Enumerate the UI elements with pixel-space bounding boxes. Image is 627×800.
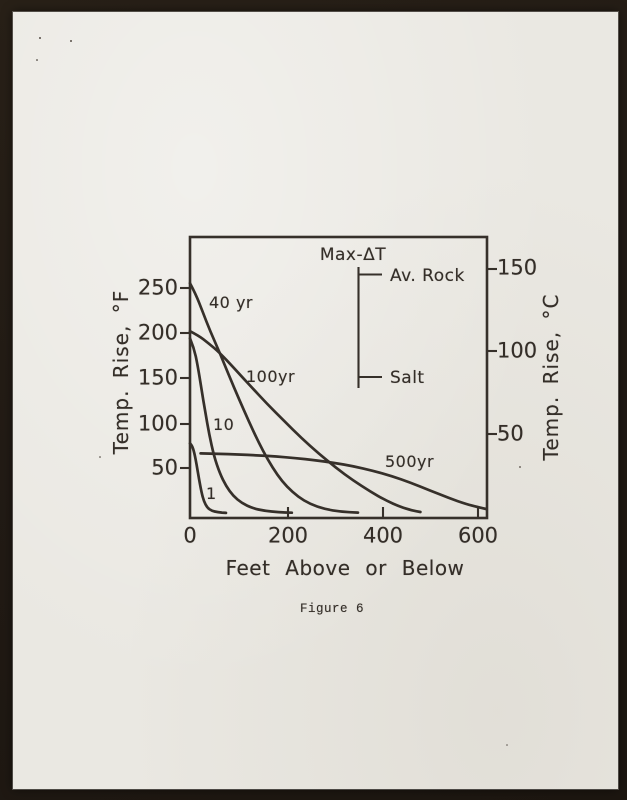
y-tick-right-100: 100 — [497, 338, 538, 363]
curve-label-500yr: 500yr — [385, 452, 435, 471]
y-tick-right-50: 50 — [497, 421, 524, 446]
legend-label-av-rock: Av. Rock — [390, 266, 465, 286]
paper-page — [13, 12, 618, 789]
x-axis-ticks — [286, 507, 480, 517]
y-tick-left-200: 200 — [137, 320, 178, 345]
dust-speck — [519, 466, 521, 468]
legend-title: Max-ΔT — [319, 245, 387, 265]
curves-layer — [188, 281, 488, 515]
y-axis-title-right: Temp. Rise, °C — [539, 293, 563, 461]
curve-label-100yr: 100yr — [246, 367, 296, 386]
plot-frame — [188, 235, 489, 520]
figure-caption: Figure 6 — [299, 602, 365, 616]
y-tick-left-250: 250 — [137, 275, 178, 300]
dust-speck — [39, 37, 41, 39]
curve-label-10: 10 — [213, 415, 235, 434]
dust-speck — [36, 59, 38, 61]
dust-speck — [506, 744, 508, 746]
y-axis-left-ticks — [180, 286, 189, 470]
legend-range-bar — [357, 267, 382, 388]
curve-100-yr — [188, 329, 422, 514]
legend-label-salt: Salt — [390, 368, 425, 388]
curve-1-yr — [188, 442, 228, 515]
dust-speck — [99, 456, 101, 458]
x-tick-0: 0 — [183, 523, 197, 548]
curve-10-yr — [188, 337, 294, 515]
curve-label-1: 1 — [206, 484, 217, 503]
y-tick-right-150: 150 — [497, 255, 538, 280]
x-tick-200: 200 — [267, 523, 309, 548]
curve-label-40yr: 40 yr — [209, 293, 253, 312]
x-axis-title: Feet Above or Below — [225, 556, 465, 580]
y-axis-title-left: Temp. Rise, °F — [109, 289, 133, 455]
curve-40-yr — [188, 281, 360, 514]
y-tick-left-100: 100 — [137, 411, 178, 436]
y-tick-left-50: 50 — [151, 455, 178, 480]
y-axis-right-ticks — [488, 267, 497, 436]
x-tick-400: 400 — [362, 523, 404, 548]
x-tick-600: 600 — [457, 523, 499, 548]
curve-500-yr — [199, 452, 488, 511]
dust-speck — [70, 40, 72, 42]
y-tick-left-150: 150 — [137, 365, 178, 390]
